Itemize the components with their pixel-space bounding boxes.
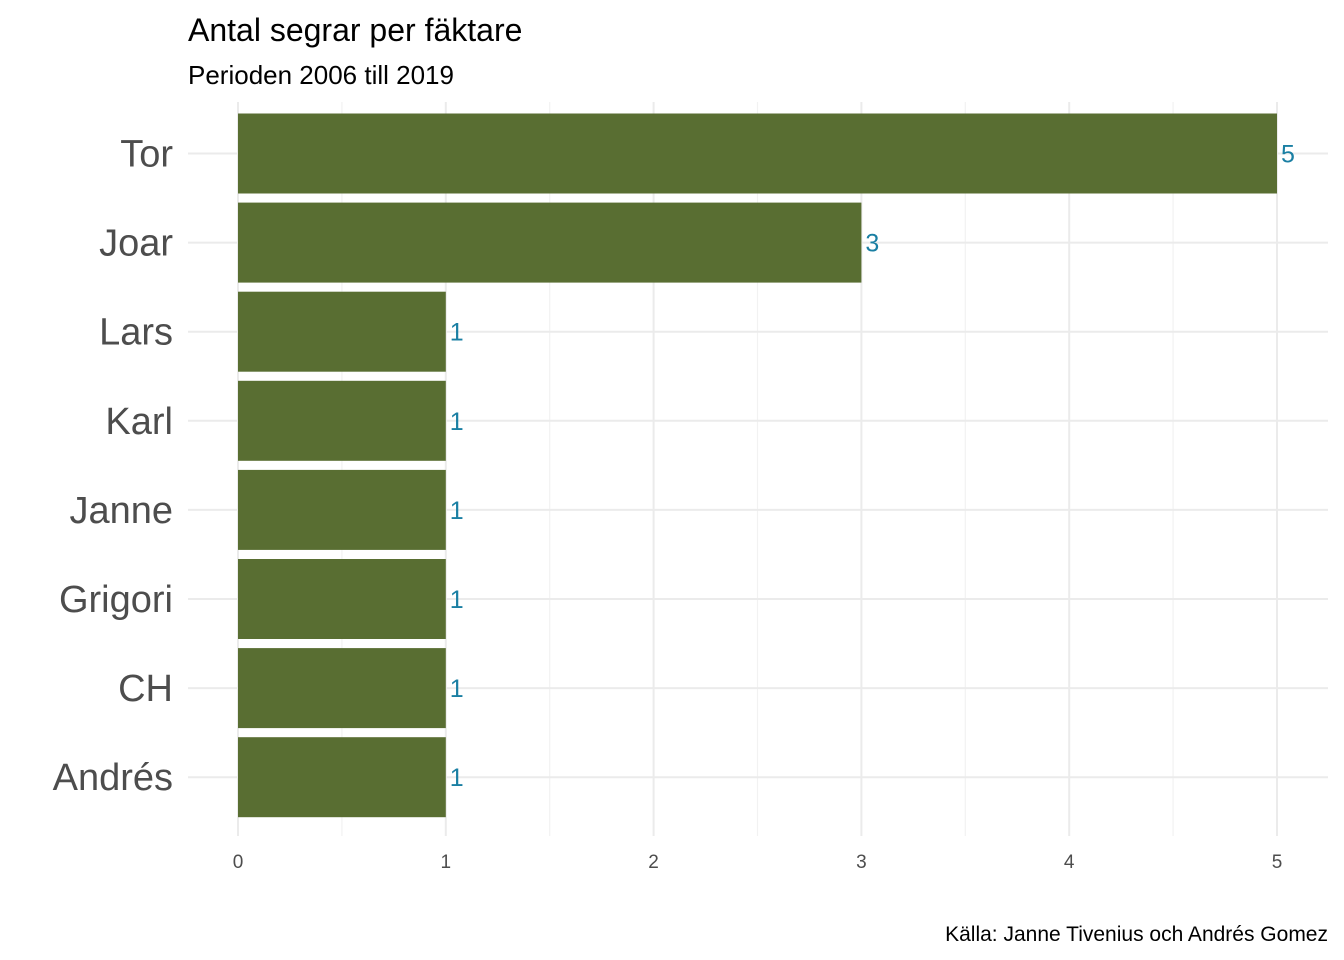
bar-ch (238, 648, 446, 729)
data-label: 1 (450, 497, 464, 525)
x-tick-label: 3 (856, 852, 867, 873)
y-tick-label: Tor (120, 134, 173, 176)
y-tick-label: Janne (69, 490, 173, 532)
chart-title: Antal segrar per fäktare (188, 12, 522, 48)
y-tick-label: Karl (105, 401, 173, 443)
bar-karl (238, 380, 446, 461)
x-tick-label: 0 (233, 852, 244, 873)
bar-joar (238, 202, 862, 283)
x-tick-label: 4 (1064, 852, 1075, 873)
data-label: 1 (450, 408, 464, 436)
y-tick-label: Andrés (53, 757, 173, 799)
data-labels: 5 3 1 1 1 1 1 1 (450, 141, 1295, 793)
bars (238, 113, 1277, 818)
bar-janne (238, 469, 446, 550)
data-label: 1 (450, 319, 464, 347)
data-label: 1 (450, 675, 464, 703)
bar-tor (238, 113, 1277, 194)
x-tick-label: 2 (648, 852, 659, 873)
chart-caption: Källa: Janne Tivenius och Andrés Gomez (945, 923, 1328, 946)
y-tick-label: Lars (99, 312, 173, 354)
bar-grigori (238, 559, 446, 639)
bar-andrés (238, 737, 446, 818)
data-label: 3 (865, 230, 879, 258)
data-label: 5 (1281, 141, 1295, 169)
x-tick-label: 1 (441, 852, 452, 873)
data-label: 1 (450, 586, 464, 614)
x-axis-labels: 0 1 2 3 4 5 (233, 852, 1283, 873)
chart-subtitle: Perioden 2006 till 2019 (188, 60, 454, 90)
y-tick-label: Joar (99, 223, 173, 265)
data-label: 1 (450, 764, 464, 792)
y-tick-label: Grigori (59, 579, 173, 621)
y-axis-labels: Tor Joar Lars Karl Janne Grigori CH Andrés (53, 134, 174, 800)
y-tick-label: CH (118, 668, 173, 710)
x-tick-label: 5 (1272, 852, 1283, 873)
bar-lars (238, 291, 446, 372)
